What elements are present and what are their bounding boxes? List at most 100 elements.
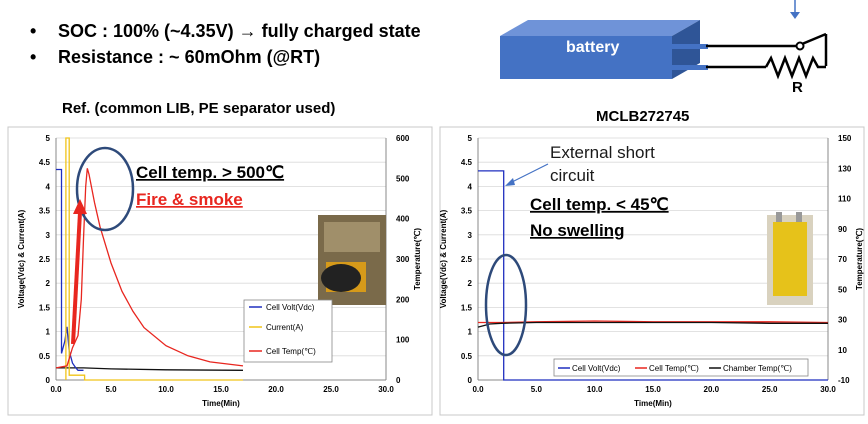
- right-y2-tick-label: 70: [838, 255, 847, 264]
- right-y-tick-label: 1: [468, 328, 473, 337]
- right-y-tick-label: 1.5: [461, 303, 473, 312]
- right-series-line-cell-temp: [478, 320, 829, 324]
- left-y-axis-label: Voltage(Vdc) & Current(A): [17, 209, 26, 308]
- left-y-tick-label: 3.5: [39, 207, 51, 216]
- left-series-line-current-a: [65, 137, 243, 381]
- left-y-tick-label: 2.5: [39, 255, 51, 264]
- temp-rise-arrow-head: [73, 199, 87, 214]
- left-chart-overlays: Cell temp. > 500℃ Fire & smoke Cell Volt…: [71, 146, 386, 363]
- burnt-cell-photo-char: [321, 264, 361, 292]
- right-y2-tick-label: 130: [838, 164, 852, 173]
- right-short-annotation: External short: [550, 143, 655, 162]
- left-y2-tick-label: 100: [396, 336, 410, 345]
- right-short-annotation-2: circuit: [550, 166, 595, 185]
- battery-circuit-diagram: battery R: [500, 0, 828, 96]
- legend-label-current: Current(A): [266, 323, 304, 332]
- left-temp-annotation: Cell temp. > 500℃: [136, 163, 284, 182]
- bullet-soc-text: SOC : 100% (~4.35V) → fully charged stat…: [58, 21, 421, 41]
- left-y2-tick-label: 0: [396, 376, 401, 385]
- bullet-resistance: • Resistance : ~ 60mOhm (@RT): [30, 47, 321, 67]
- right-y-axis-label: Voltage(Vdc) & Current(A): [439, 209, 448, 308]
- battery-front-face: [500, 36, 672, 79]
- left-y-tick-label: 4.5: [39, 158, 51, 167]
- right-y2-tick-label: 110: [838, 195, 851, 204]
- right-y-tick-label: 4: [468, 182, 473, 191]
- right-y-tick-label: 3: [468, 231, 473, 240]
- right-x-tick-label: 10.0: [587, 385, 603, 394]
- battery-tab-top: [672, 44, 708, 49]
- left-y2-tick-label: 600: [396, 134, 410, 143]
- resistor-zigzag: [764, 54, 826, 80]
- right-y-tick-label: 0: [468, 376, 473, 385]
- left-fire-annotation: Fire & smoke: [136, 190, 243, 209]
- right-legend: [553, 358, 809, 377]
- right-temp-annotation: Cell temp. < 45℃: [530, 195, 669, 214]
- right-y2-tick-label: 30: [838, 316, 847, 325]
- left-y-tick-label: 4: [46, 182, 51, 191]
- left-y-tick-label: 1.5: [39, 303, 51, 312]
- left-x-tick-label: 10.0: [158, 385, 174, 394]
- bullet-resistance-text: Resistance : ~ 60mOhm (@RT): [58, 47, 321, 67]
- right-x-tick-label: 20.0: [704, 385, 720, 394]
- left-y2-tick-label: 300: [396, 255, 410, 264]
- right-y-tick-label: 4.5: [461, 158, 473, 167]
- legend-label-cell-volt: Cell Volt(Vdc): [266, 303, 315, 312]
- left-series-line-cell-volt-vdc: [56, 168, 84, 371]
- right-y-tick-label: 2: [468, 279, 473, 288]
- left-x-tick-label: 25.0: [323, 385, 339, 394]
- battery-tab-bottom: [672, 65, 708, 70]
- left-chart-title: Ref. (common LIB, PE separator used): [62, 100, 336, 117]
- left-y-tick-label: 1: [46, 328, 51, 337]
- right-x-tick-label: 15.0: [645, 385, 661, 394]
- left-y2-tick-label: 500: [396, 174, 410, 183]
- right-chart-overlays: External short circuit Cell temp. < 45℃ …: [484, 143, 813, 377]
- right-y2-tick-label: 90: [838, 225, 847, 234]
- left-y-tick-label: 0: [46, 376, 51, 385]
- right-series-line-cell-volt-vdc: [478, 170, 828, 381]
- left-y-tick-label: 0.5: [39, 352, 51, 361]
- left-x-tick-label: 5.0: [105, 385, 117, 394]
- left-series-line-cell-temp: [55, 168, 244, 369]
- right-x-tick-label: 5.0: [531, 385, 543, 394]
- legend-label-r-cell-temp: Cell Temp(℃): [649, 364, 699, 373]
- right-y2-tick-label: 10: [838, 346, 847, 355]
- left-x-tick-label: 0.0: [50, 385, 62, 394]
- right-y2-axis-label: Temperature(℃): [855, 228, 864, 291]
- switch-contact: [795, 41, 805, 51]
- right-x-axis-label: Time(Min): [634, 399, 672, 408]
- legend-label-cell-temp: Cell Temp(℃): [266, 347, 316, 356]
- resistor-label: R: [792, 79, 803, 96]
- left-x-axis-label: Time(Min): [202, 399, 240, 408]
- left-y-tick-label: 5: [46, 134, 51, 143]
- right-y-tick-label: 3.5: [461, 207, 473, 216]
- battery-label: battery: [566, 39, 619, 56]
- short-pointer-line: [507, 163, 549, 185]
- cell-photo-body: [773, 222, 807, 296]
- right-x-tick-label: 0.0: [472, 385, 484, 394]
- left-y2-tick-label: 200: [396, 295, 410, 304]
- left-x-tick-label: 20.0: [268, 385, 284, 394]
- right-y2-tick-label: 150: [838, 134, 852, 143]
- legend-label-r-cell-volt: Cell Volt(Vdc): [572, 364, 621, 373]
- cell-photo-tab-right: [796, 212, 802, 222]
- temp-rise-arrow: [71, 211, 82, 345]
- burnt-cell-photo-top: [324, 222, 380, 252]
- left-highlight-ellipse: [75, 146, 135, 232]
- bullet-soc: • SOC : 100% (~4.35V) → fully charged sta…: [30, 21, 421, 41]
- left-x-tick-label: 30.0: [378, 385, 394, 394]
- legend-label-r-chamber-temp: Chamber Temp(℃): [723, 364, 792, 373]
- right-y2-tick-label: 50: [838, 285, 847, 294]
- battery-side-face: [672, 20, 700, 79]
- pointer-arrow-head: [790, 12, 800, 19]
- left-y2-axis-label: Temperature(℃): [413, 228, 422, 291]
- header-bullets: • SOC : 100% (~4.35V) → fully charged sta…: [30, 18, 421, 70]
- right-x-tick-label: 30.0: [820, 385, 836, 394]
- left-y2-tick-label: 400: [396, 215, 410, 224]
- right-x-tick-label: 25.0: [762, 385, 778, 394]
- left-y-tick-label: 2: [46, 279, 51, 288]
- right-swelling-annotation: No swelling: [530, 221, 624, 240]
- switch-lever: [801, 32, 827, 46]
- short-pointer-head: [505, 178, 515, 186]
- right-y-tick-label: 2.5: [461, 255, 473, 264]
